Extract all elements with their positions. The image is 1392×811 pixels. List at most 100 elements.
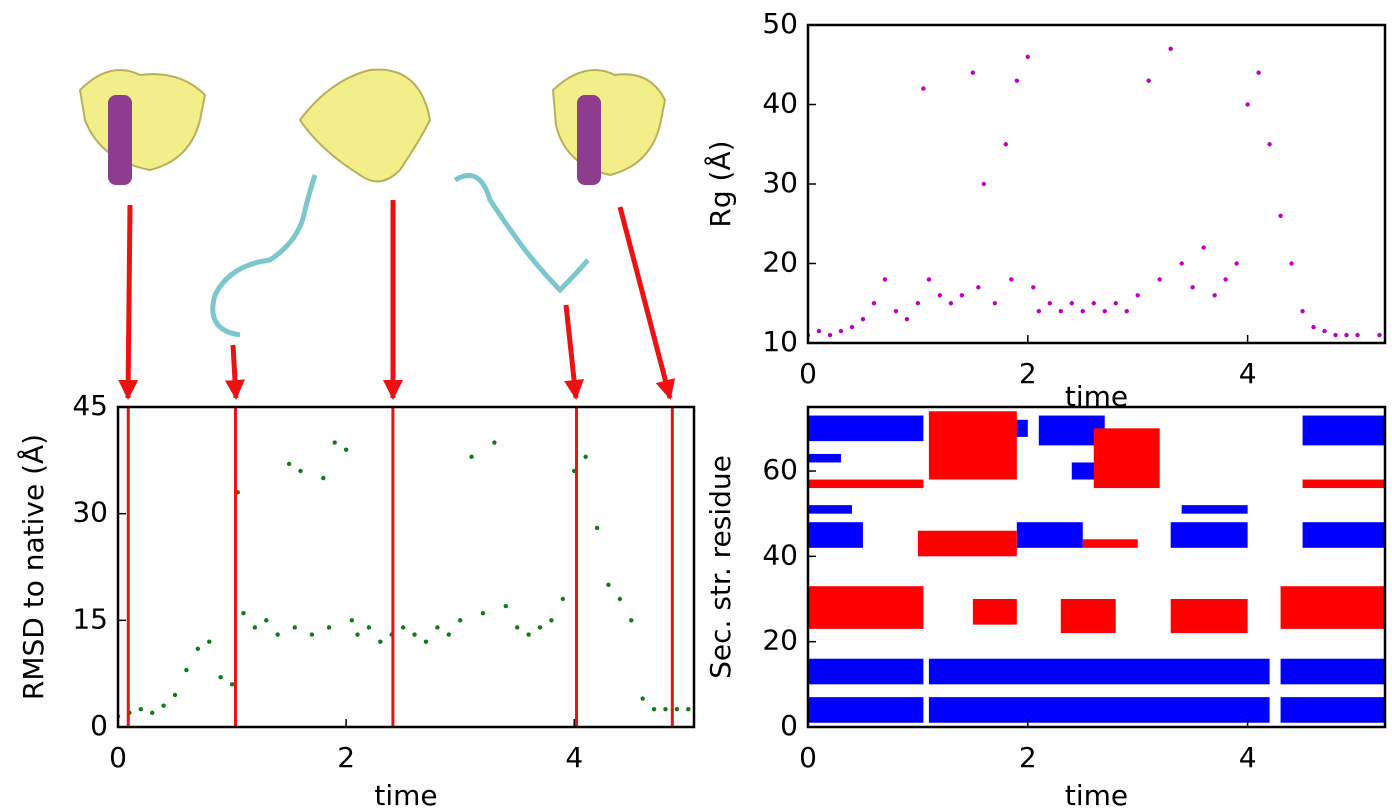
point [606, 582, 611, 587]
y-tick-label: 50 [762, 7, 798, 40]
y-tick-label: 45 [72, 389, 108, 422]
point [1025, 54, 1031, 59]
point [1031, 285, 1036, 290]
point [937, 293, 943, 298]
point [1003, 142, 1009, 147]
plot-area [118, 407, 691, 727]
point [921, 86, 926, 91]
y-tick-label: 0 [90, 709, 108, 742]
point [816, 328, 822, 334]
point [904, 316, 910, 322]
point [976, 285, 981, 290]
point [286, 461, 292, 467]
ss-segment [1060, 599, 1116, 634]
point [1377, 332, 1382, 338]
ss-segment [1302, 479, 1385, 489]
x-tick-label: 2 [337, 741, 355, 774]
point [992, 301, 998, 306]
point [492, 440, 497, 445]
point [298, 468, 303, 474]
ss-segment [808, 697, 924, 723]
point [970, 70, 976, 75]
ss-segment [808, 479, 924, 489]
point [446, 632, 451, 637]
point [1234, 261, 1239, 266]
point [138, 707, 144, 712]
point [1355, 332, 1360, 338]
ss-segment [808, 453, 841, 463]
point [1256, 70, 1261, 75]
point [1344, 332, 1349, 338]
point [640, 696, 645, 701]
point [480, 611, 486, 616]
plot-background [808, 25, 1385, 343]
point [1146, 78, 1151, 83]
point [849, 324, 855, 330]
ss-segment [928, 658, 1270, 685]
point [1278, 213, 1283, 218]
ss-segment [1280, 586, 1385, 629]
point [184, 667, 189, 673]
point [838, 328, 844, 334]
point [326, 625, 332, 630]
unfolded-chain [453, 173, 590, 294]
ss-segment [1170, 522, 1248, 548]
point [1267, 142, 1272, 147]
structure-images [78, 68, 667, 338]
point [515, 625, 520, 630]
point [172, 692, 178, 698]
point [252, 625, 258, 630]
x-tick-label: 2 [1019, 357, 1037, 390]
arrow [224, 344, 245, 400]
point [1047, 301, 1052, 306]
point [981, 181, 987, 187]
point [241, 611, 246, 616]
y-tick-label: 10 [762, 325, 798, 358]
x-axis-label: time [1065, 779, 1128, 811]
protein-native [78, 69, 207, 172]
point [827, 332, 833, 338]
point [560, 596, 566, 602]
ss-segment [1280, 697, 1385, 723]
ss-segment [808, 658, 924, 685]
point [1113, 301, 1118, 306]
point [1058, 309, 1063, 314]
point [594, 525, 600, 531]
point [412, 632, 417, 637]
point [309, 632, 315, 637]
point [292, 625, 297, 630]
arrow [118, 204, 139, 400]
point [959, 293, 965, 298]
point [195, 646, 201, 651]
point [161, 703, 166, 708]
point [1135, 293, 1140, 298]
y-tick-label: 40 [762, 87, 798, 120]
arrow [563, 304, 585, 400]
point [617, 596, 623, 602]
arrows [118, 200, 676, 400]
point [275, 632, 280, 637]
point [355, 632, 360, 637]
point [583, 454, 588, 459]
point [1311, 324, 1316, 330]
point [218, 675, 223, 680]
point [651, 707, 657, 712]
y-axis-label: Sec. str. residue [704, 455, 737, 679]
point [378, 639, 383, 644]
y-tick-label: 15 [72, 602, 108, 635]
point [1168, 46, 1173, 52]
x-tick-label: 4 [1239, 741, 1257, 774]
point [1080, 309, 1085, 314]
point [503, 603, 509, 609]
point [1223, 277, 1228, 282]
ss-segment [1302, 522, 1385, 548]
y-tick-label: 0 [780, 709, 798, 742]
point [349, 618, 355, 623]
point [1009, 277, 1014, 282]
y-tick-label: 30 [762, 166, 798, 199]
ss-segment [1170, 599, 1248, 634]
point [343, 447, 349, 452]
point [1102, 309, 1107, 314]
